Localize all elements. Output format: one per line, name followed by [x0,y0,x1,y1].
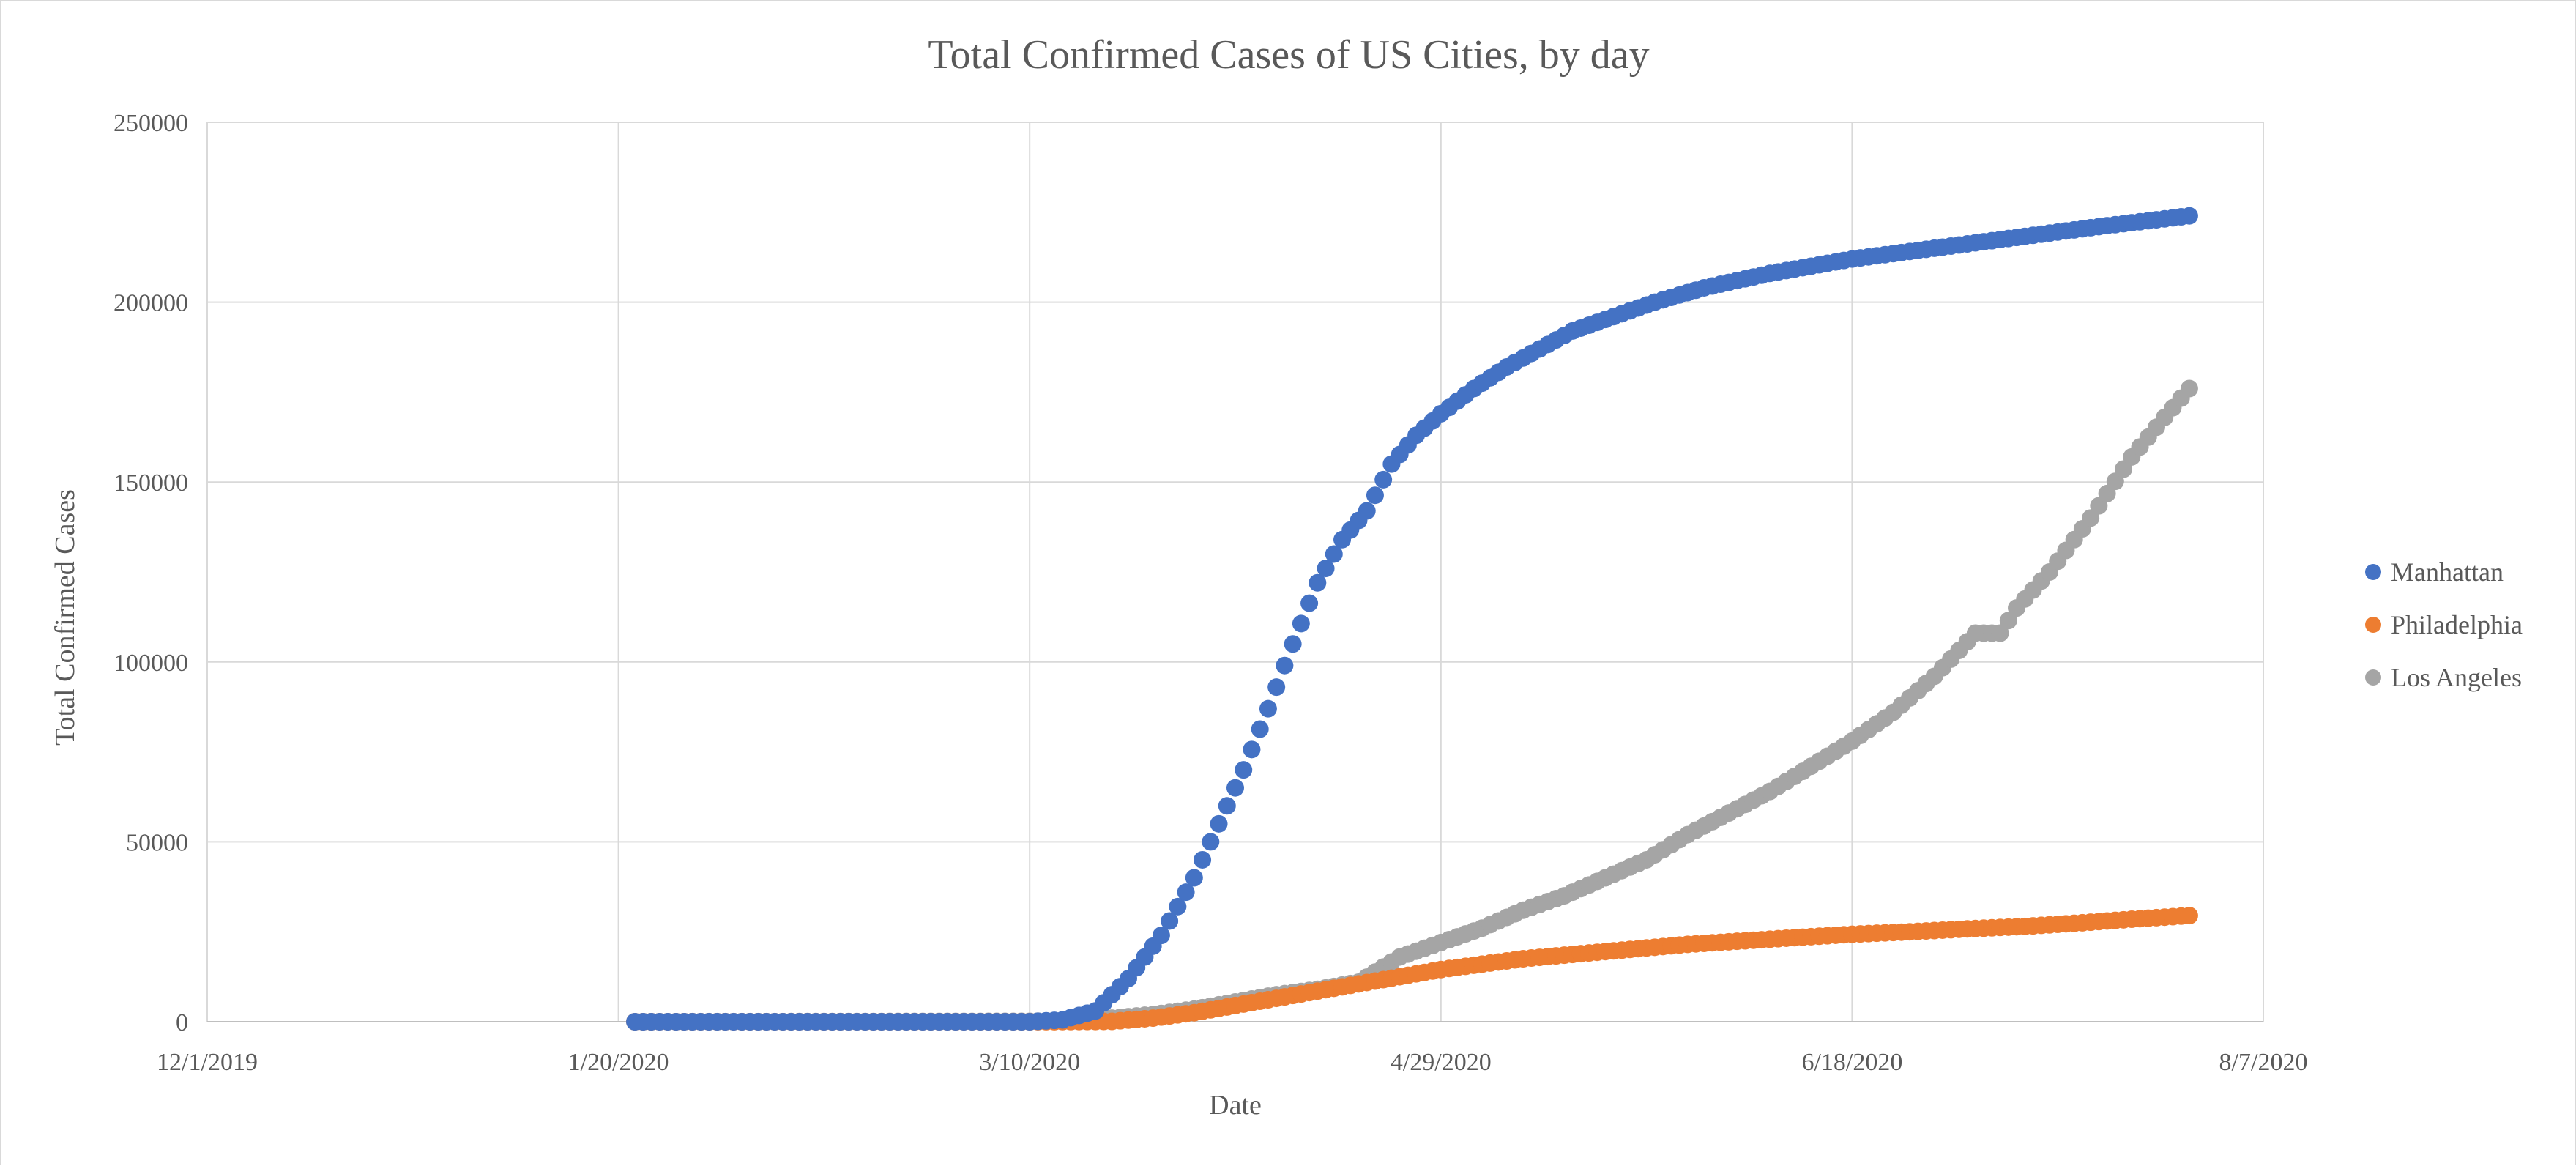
data-point [1218,797,1236,815]
data-point [1300,594,1319,612]
x-tick-label: 1/20/2020 [568,1049,669,1076]
data-point [1292,614,1310,633]
legend-marker [2365,669,2381,686]
y-tick-label: 100000 [113,650,188,677]
data-point [1999,612,2017,630]
data-point [1276,656,1294,675]
x-tick-label: 8/7/2020 [2219,1049,2308,1076]
series-manhattan [626,207,2198,1031]
y-tick-label: 200000 [113,290,188,317]
grid [206,122,2264,1022]
data-point [1259,699,1277,718]
data-point [1317,560,1335,578]
data-point [2180,207,2198,225]
data-point [1226,779,1244,797]
x-tick-label: 4/29/2020 [1391,1049,1492,1076]
x-tick-label: 6/18/2020 [1801,1049,1902,1076]
legend-label: Los Angeles [2391,663,2522,692]
y-tick-label: 250000 [113,110,188,137]
data-point [1185,869,1203,887]
y-axis-title: Total Confirmed Cases [50,489,81,746]
data-point [1235,761,1253,779]
legend: Manhattan Philadelphia Los Angeles [2365,557,2523,692]
data-point [1325,545,1343,563]
data-point [1309,573,1327,592]
series-philadelphia [626,907,2198,1031]
chart-title: Total Confirmed Cases of US Cities, by d… [928,32,1649,78]
data-point [2180,907,2198,925]
data-point [1202,833,1220,851]
legend-marker [2365,564,2381,580]
y-tick-label: 0 [176,1009,188,1036]
data-point [1177,883,1195,902]
data-point [1243,740,1261,759]
data-point [1210,814,1228,833]
x-tick-label: 3/10/2020 [979,1049,1080,1076]
data-point [1267,678,1286,697]
data-point [1161,912,1179,930]
data-point [1251,720,1269,738]
data-point [1152,927,1170,945]
data-point [1366,486,1384,505]
data-point [1374,470,1393,489]
data-point [1284,635,1302,653]
data-point [1991,624,2009,642]
y-tick-label: 50000 [126,829,188,856]
data-point [1169,897,1187,916]
data-point [1358,502,1376,520]
data-point [1194,850,1212,869]
legend-label: Manhattan [2391,557,2504,587]
legend-label: Philadelphia [2391,610,2523,639]
y-tick-label: 150000 [113,469,188,497]
axes: 0 50000 100000 150000 200000 250000 12/1/2019 1… [113,110,2307,1076]
x-axis-title: Date [1209,1090,1262,1121]
data-point [2180,379,2198,398]
legend-marker [2365,617,2381,633]
plot-area [626,207,2198,1031]
x-tick-label: 12/1/2019 [157,1049,258,1076]
